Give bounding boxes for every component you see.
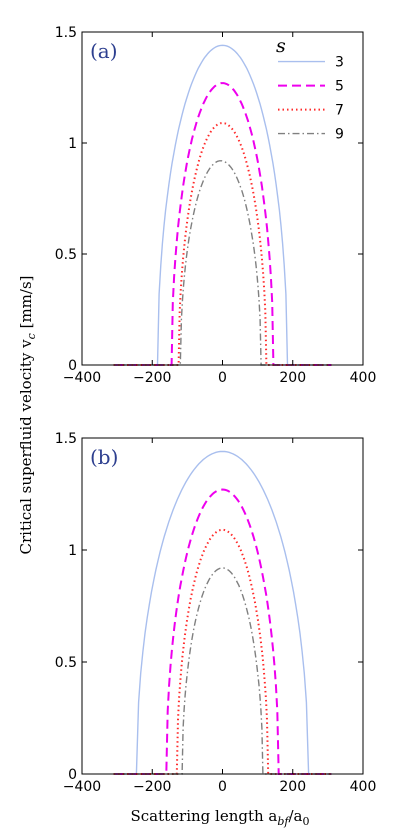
panel-b-curves xyxy=(113,450,332,775)
x-tick-label: −400 xyxy=(63,779,101,795)
panel-a-label: (a) xyxy=(90,39,118,63)
x-tick-label: −200 xyxy=(133,779,171,795)
series-7-line xyxy=(113,528,332,775)
x-tick-label: 0 xyxy=(218,779,227,795)
legend-label-5: 5 xyxy=(335,79,344,95)
panel-a-ticks: −400 −200 0 200 400 0 0.5 1 1.5 xyxy=(55,25,377,386)
panel-b: −400 −200 0 200 400 0 0.5 1 1.5 (b) xyxy=(55,431,377,795)
x-axis-label-tail: /a xyxy=(289,807,303,825)
y-tick-label: 1.5 xyxy=(55,25,77,41)
panel-b-ticks: −400 −200 0 200 400 0 0.5 1 1.5 xyxy=(55,431,377,795)
y-tick-label: 1 xyxy=(68,136,77,152)
y-tick-label: 0.5 xyxy=(55,655,77,671)
series-7-line xyxy=(113,121,332,366)
x-axis-label-sub2: 0 xyxy=(303,815,310,828)
x-tick-label: −400 xyxy=(63,370,101,386)
panel-a: −400 −200 0 200 400 0 0.5 1 1.5 (a) s 3 5 7 9 xyxy=(55,25,377,386)
y-tick-label: 0.5 xyxy=(55,247,77,263)
series-3-line xyxy=(113,44,332,366)
legend-title: s xyxy=(276,35,286,57)
panel-b-frame xyxy=(81,437,364,775)
legend: s 3 5 7 9 xyxy=(276,35,344,143)
x-tick-label: 0 xyxy=(218,370,227,386)
x-tick-label: −200 xyxy=(133,370,171,386)
x-axis-label: Scattering length abf/a0 xyxy=(130,807,309,828)
y-tick-label: 1 xyxy=(68,543,77,559)
series-9-line xyxy=(113,567,332,775)
series-5-line xyxy=(113,82,332,366)
legend-label-9: 9 xyxy=(335,127,344,143)
panel-b-label: (b) xyxy=(90,445,118,469)
x-tick-label: 200 xyxy=(279,779,306,795)
series-3-line xyxy=(113,450,332,775)
x-axis-label-main: Scattering length a xyxy=(130,807,277,825)
y-axis-label-sub: c xyxy=(25,333,38,339)
panel-a-curves xyxy=(113,44,332,366)
series-9-line xyxy=(113,160,332,366)
y-axis-label-main: Critical superfluid velocity v xyxy=(17,339,35,555)
x-tick-label: 400 xyxy=(350,370,377,386)
y-tick-label: 0 xyxy=(68,767,77,783)
legend-label-3: 3 xyxy=(335,55,344,71)
x-axis-label-sub: bf xyxy=(277,815,290,828)
y-tick-label: 0 xyxy=(68,358,77,374)
x-tick-label: 400 xyxy=(350,779,377,795)
x-tick-label: 200 xyxy=(279,370,306,386)
legend-label-7: 7 xyxy=(335,103,344,119)
series-5-line xyxy=(113,488,332,775)
y-axis-label-unit: [mm/s] xyxy=(17,276,35,334)
y-axis-label: Critical superfluid velocity vc [mm/s] xyxy=(17,276,38,555)
panel-a-frame xyxy=(81,31,364,366)
y-tick-label: 1.5 xyxy=(55,431,77,447)
